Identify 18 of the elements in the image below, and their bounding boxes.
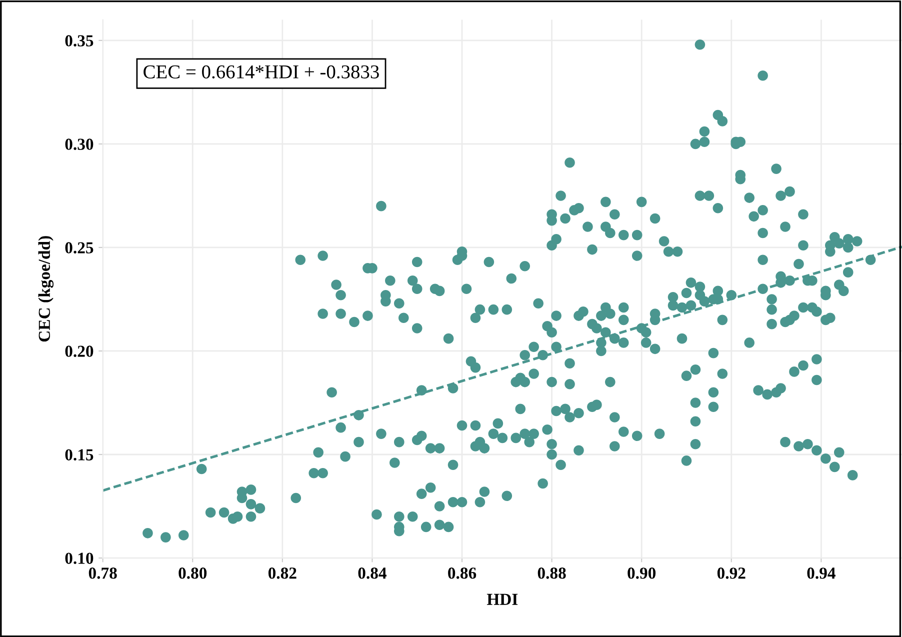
x-tick-label: 0.82: [268, 568, 296, 579]
annotation: CEC = 0.6614*HDI + -0.3833: [144, 65, 379, 79]
x-tick-label: 0.94: [807, 568, 836, 579]
x-tick-label: 0.78: [88, 568, 117, 579]
x-tick-label: 0.80: [178, 568, 207, 579]
y-axis-title: CEC (kgoe/dd): [38, 236, 54, 342]
y-tick-label: 0.25: [65, 242, 94, 254]
y-tick-label: 0.20: [65, 346, 94, 358]
y-tick-label: 0.30: [65, 138, 94, 150]
x-tick-label: 0.84: [358, 568, 386, 579]
x-axis-title: HDI: [486, 594, 518, 605]
y-tick-label: 0.15: [65, 449, 94, 461]
x-tick-label: 0.92: [717, 568, 746, 579]
x-tick-label: 0.88: [538, 568, 566, 579]
x-tick-label: 0.86: [448, 568, 476, 579]
y-tick-label: 0.35: [65, 35, 94, 46]
y-tick-label: 0.10: [65, 552, 94, 564]
x-tick-label: 0.90: [628, 568, 656, 579]
